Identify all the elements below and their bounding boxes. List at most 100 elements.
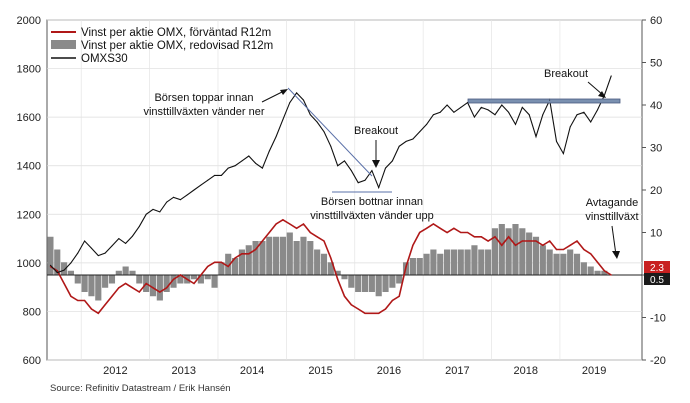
expected-point (603, 270, 605, 272)
expected-point (596, 261, 599, 263)
expected-point (549, 240, 551, 242)
omxs30-point (364, 179, 366, 181)
reported-bar (273, 236, 280, 275)
right-tick-label: -20 (650, 355, 666, 367)
reported-bar (197, 275, 204, 284)
annotation-bottom-line2: vinsttillväxten vänder upp (310, 210, 434, 222)
legend-label-omxs30: OMXS30 (81, 53, 128, 65)
x-tick-label: 2013 (172, 365, 196, 377)
badge-reported (644, 273, 670, 285)
omxs30-point (569, 126, 571, 128)
reported-bar (560, 253, 567, 275)
left-tick-label: 800 (23, 306, 41, 318)
arrow-breakout2 (587, 81, 604, 96)
omxs30-point (398, 145, 400, 147)
x-axis: 2012 2013 2014 2015 2016 2017 2018 2019 (103, 365, 606, 377)
omxs30-point (193, 189, 195, 191)
legend-label-reported: Vinst per aktie OMX, redovisad R12m (81, 40, 273, 52)
expected-point (152, 287, 154, 289)
omxs30-point (419, 131, 421, 133)
expected-point (535, 240, 537, 242)
reported-bar (375, 275, 382, 297)
reported-bar (245, 245, 252, 275)
expected-point (357, 308, 359, 310)
arrow-declining-head (612, 251, 620, 259)
expected-point (220, 261, 222, 263)
reported-bar (95, 275, 102, 301)
expected-point (384, 308, 387, 310)
expected-point (138, 291, 140, 293)
omxs30-point (241, 160, 243, 162)
reported-bar (444, 249, 451, 275)
reported-bar (532, 236, 540, 275)
expected-point (316, 236, 318, 238)
right-axis: -20-100102030405060 (642, 15, 666, 367)
right-tick-label: 50 (650, 58, 662, 70)
reported-bar (471, 245, 478, 275)
expected-point (514, 244, 517, 246)
omxs30-point (542, 114, 544, 116)
expected-point (289, 223, 291, 225)
omxs30-point (268, 150, 270, 152)
reported-bar (423, 253, 430, 275)
reported-bar (580, 262, 587, 275)
expected-point (186, 278, 188, 280)
expected-point (248, 253, 250, 255)
expected-point (521, 240, 523, 242)
omxs30-point (77, 252, 79, 254)
omxs30-point (152, 208, 154, 210)
badge-expected (644, 261, 670, 273)
x-tick-label: 2018 (513, 365, 537, 377)
expected-point (56, 270, 58, 272)
omxs30-point (145, 213, 147, 215)
omxs30-point (200, 184, 202, 186)
expected-point (268, 231, 270, 234)
left-tick-label: 1600 (17, 112, 41, 124)
x-tick-label: 2014 (240, 365, 264, 377)
omxs30-point (84, 240, 86, 242)
expected-point (70, 295, 72, 297)
reported-bar (526, 232, 533, 275)
expected-point (97, 312, 99, 314)
expected-point (111, 295, 113, 297)
reported-bar (601, 270, 608, 275)
resistance-band (467, 98, 621, 104)
reported-bar (225, 253, 232, 275)
omxs30-point (70, 262, 72, 264)
reported-bar (382, 275, 389, 292)
reported-bar (320, 253, 328, 275)
omxs30-point (302, 99, 304, 101)
omxs30-point (186, 194, 188, 196)
reported-bar (156, 275, 163, 301)
omxs30-point (49, 264, 51, 266)
reported-bar (190, 275, 198, 280)
omxs30-point (282, 119, 284, 121)
omxs30-point (473, 116, 475, 118)
annotation-declining-line2: vinsttillväxt (585, 211, 638, 223)
omxs30-point (535, 136, 537, 138)
legend-label-expected: Vinst per aktie OMX, förväntad R12m (81, 27, 271, 39)
omxs30-point (350, 170, 352, 172)
annotation-bottom-line1: Börsen bottnar innan (321, 196, 423, 208)
badge-reported-value: 0.5 (650, 275, 664, 286)
omxs30-point (90, 247, 92, 249)
omxs30-point (378, 187, 380, 189)
expected-point (179, 274, 181, 276)
reported-eps-bars (47, 224, 608, 301)
reported-bar (464, 249, 471, 275)
expected-point (254, 248, 257, 251)
right-tick-label: 40 (650, 100, 662, 112)
omxs30-point (460, 106, 462, 108)
omxs30-point (344, 160, 345, 162)
reported-bar (300, 236, 307, 275)
expected-point (583, 248, 585, 251)
expected-point (501, 244, 503, 246)
omxs30-point (521, 106, 523, 108)
omxs30-point (166, 201, 168, 203)
left-tick-label: 1400 (17, 161, 41, 173)
omxs30-point (125, 242, 127, 244)
left-tick-label: 1200 (17, 209, 41, 221)
expected-point (432, 223, 435, 225)
reported-bar (47, 236, 54, 275)
